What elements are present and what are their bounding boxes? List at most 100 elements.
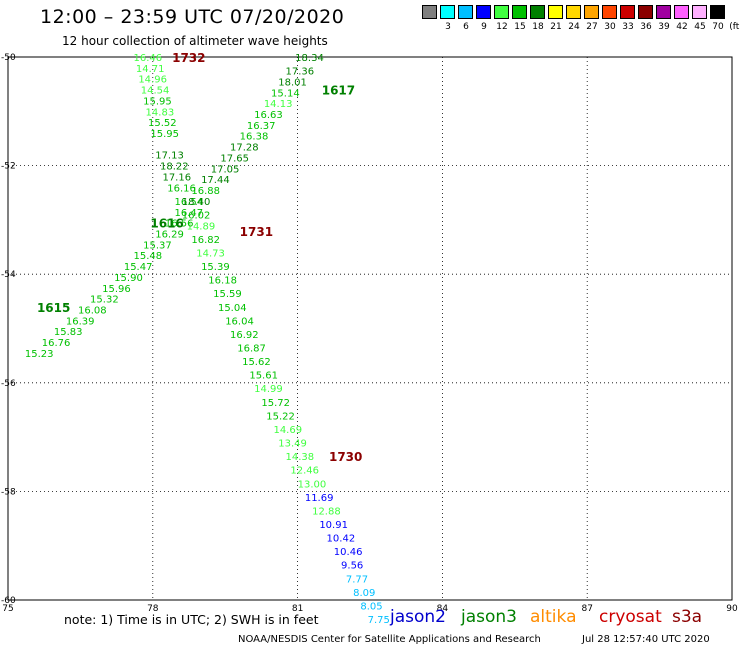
- x-tick-label: 87: [581, 604, 592, 614]
- time-label: 1615: [37, 301, 70, 315]
- time-label: 1730: [329, 450, 362, 464]
- data-point-label: 17.44: [201, 175, 230, 186]
- x-tick-label: 81: [292, 604, 303, 614]
- y-tick-label: -52: [1, 162, 16, 172]
- data-point-label: 15.32: [90, 295, 119, 306]
- legend-label: 45: [694, 22, 706, 32]
- legend-label: 9: [481, 22, 487, 32]
- legend-label: 12: [496, 22, 508, 32]
- y-tick-label: -56: [1, 379, 16, 389]
- data-point-label: 14.89: [187, 221, 216, 232]
- data-point-label: 16.37: [247, 121, 276, 132]
- legend-swatch: [530, 5, 545, 19]
- data-point-label: 15.90: [114, 273, 143, 284]
- x-tick-label: 84: [437, 604, 449, 614]
- x-tick-label: 90: [726, 604, 738, 614]
- legend-label: 36: [640, 22, 652, 32]
- data-point-label: 12.88: [312, 506, 341, 517]
- y-tick-label: -58: [1, 487, 16, 497]
- data-point-label: 7.77: [346, 574, 368, 585]
- data-point-label: 7.75: [368, 615, 390, 626]
- data-point-label: 14.73: [196, 248, 225, 259]
- legend-swatch: [620, 5, 635, 19]
- satellite-jason2: jason2: [390, 607, 446, 627]
- data-point-label: 13.00: [298, 479, 327, 490]
- data-point-label: 16.63: [254, 110, 283, 121]
- legend-swatch: [602, 5, 617, 19]
- data-point-label: 16.39: [66, 316, 95, 327]
- legend-label: 27: [586, 22, 598, 32]
- data-point-label: 15.37: [143, 240, 172, 251]
- credit-line: NOAA/NESDIS Center for Satellite Applica…: [238, 634, 541, 645]
- legend-swatch: [656, 5, 671, 19]
- x-tick-label: 75: [2, 604, 13, 614]
- legend-label: 70: [712, 22, 724, 32]
- data-point-label: 16.92: [230, 330, 259, 341]
- data-point-label: 14.99: [254, 384, 283, 395]
- legend-swatch: [494, 5, 509, 19]
- satellite-altika: altika: [530, 607, 577, 627]
- legend-unit: (ft): [729, 22, 740, 32]
- data-point-label: 16.82: [191, 235, 220, 246]
- data-point-label: 15.47: [124, 262, 153, 273]
- legend-label: 6: [463, 22, 469, 32]
- data-point-label: 17.05: [211, 164, 240, 175]
- plot-frame: [7, 56, 733, 601]
- y-tick-label: -54: [1, 270, 16, 280]
- legend-swatch: [566, 5, 581, 19]
- data-point-label: 17.13: [155, 151, 184, 162]
- data-point-label: 14.96: [138, 75, 167, 86]
- data-point-label: 9.56: [341, 561, 363, 572]
- data-point-label: 16.18: [208, 276, 237, 287]
- data-point-label: 15.59: [213, 289, 242, 300]
- data-point-label: 17.36: [286, 67, 315, 78]
- chart-subtitle: 12 hour collection of altimeter wave hei…: [62, 34, 328, 48]
- legend-label: 15: [514, 22, 526, 32]
- timestamp: Jul 28 12:57:40 UTC 2020: [582, 634, 710, 645]
- data-point-label: 10.46: [334, 547, 363, 558]
- legend-swatch: [710, 5, 725, 19]
- legend-label: 42: [676, 22, 688, 32]
- legend-label: 30: [604, 22, 616, 32]
- data-point-label: 17.28: [230, 143, 259, 154]
- data-point-label: 15.95: [143, 96, 172, 107]
- data-point-label: 17.65: [220, 153, 249, 164]
- legend-swatch: [512, 5, 527, 19]
- data-point-label: 15.62: [242, 357, 271, 368]
- data-point-label: 16.16: [167, 183, 196, 194]
- data-point-label: 15.48: [133, 251, 162, 262]
- data-point-label: 16.46: [133, 53, 162, 64]
- satellite-s3a: s3a: [672, 607, 703, 627]
- data-point-label: 16.56: [165, 219, 194, 230]
- data-point-label: 16.87: [237, 344, 266, 355]
- data-point-label: 14.38: [286, 452, 315, 463]
- data-point-label: 15.52: [148, 118, 177, 129]
- data-point-label: 16.38: [240, 132, 269, 143]
- footnote: note: 1) Time is in UTC; 2) SWH is in fe…: [64, 612, 319, 627]
- legend-swatch: [584, 5, 599, 19]
- legend-label: 21: [550, 22, 562, 32]
- data-point-label: 18.22: [160, 162, 189, 173]
- legend-swatch: [440, 5, 455, 19]
- data-point-label: 15.72: [261, 398, 290, 409]
- data-point-label: 18.34: [295, 53, 324, 64]
- legend-swatch: [638, 5, 653, 19]
- data-point-label: 16.54: [175, 197, 204, 208]
- time-label: 1617: [322, 84, 355, 98]
- data-point-label: 14.83: [146, 107, 175, 118]
- data-point-label: 8.05: [360, 601, 382, 612]
- legend-label: 18: [532, 22, 544, 32]
- data-point-label: 15.96: [102, 284, 131, 295]
- x-tick-label: 78: [147, 604, 159, 614]
- satellite-jason3: jason3: [461, 607, 517, 627]
- y-tick-label: -60: [1, 596, 16, 606]
- data-point-label: 17.16: [162, 172, 191, 183]
- data-point-label: 14.13: [264, 99, 293, 110]
- data-point-label: 18.40: [182, 197, 211, 208]
- data-point-label: 15.14: [271, 88, 300, 99]
- legend-swatch: [476, 5, 491, 19]
- data-point-label: 12.46: [290, 466, 319, 477]
- data-point-label: 15.23: [25, 349, 54, 360]
- legend-label: 24: [568, 22, 580, 32]
